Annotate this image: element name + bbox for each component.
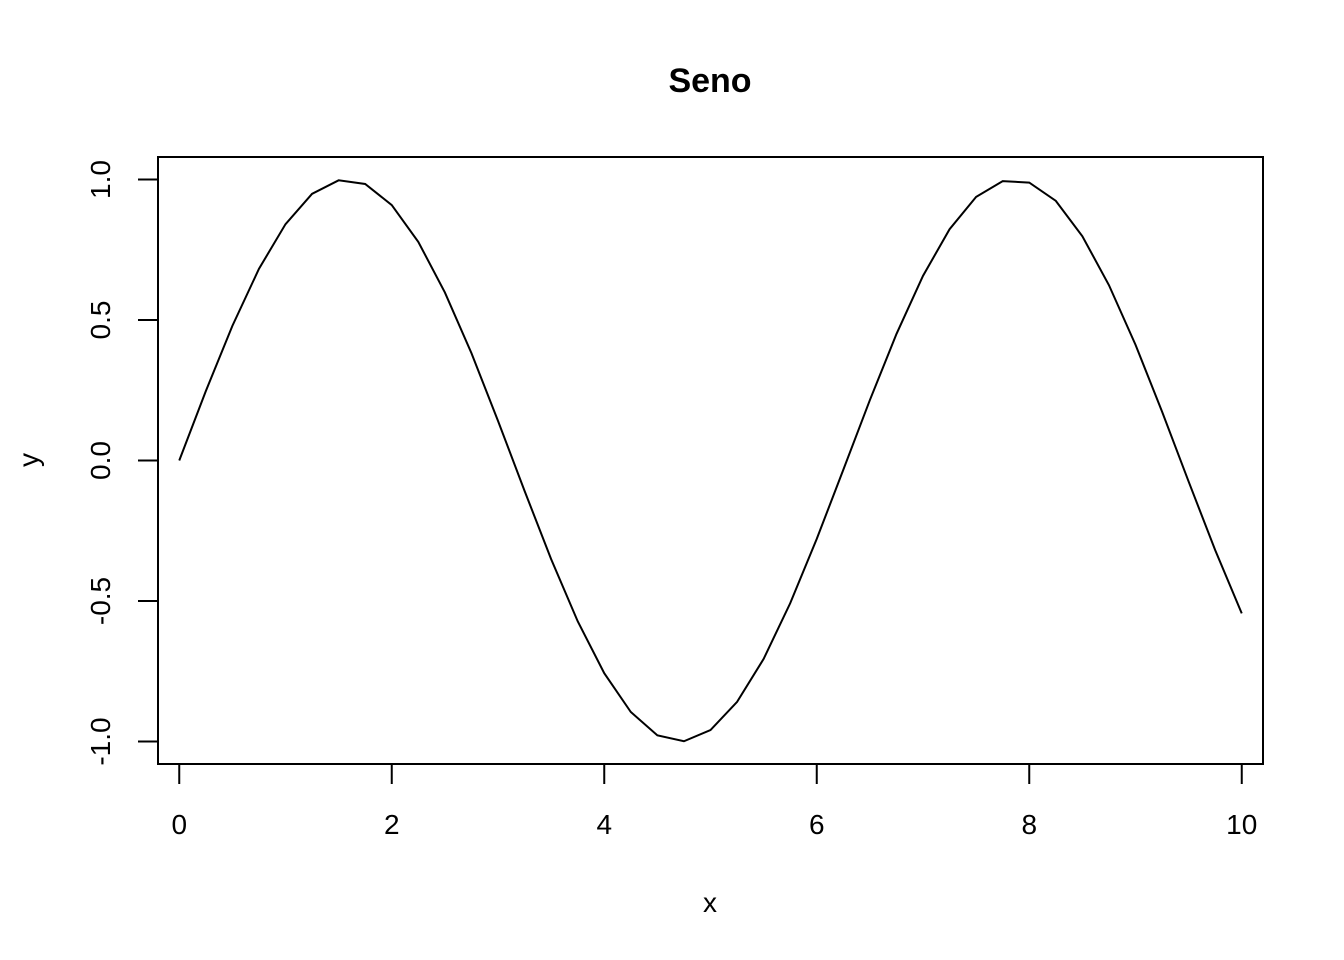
y-tick-label: 0.0 xyxy=(85,441,116,480)
plot-frame xyxy=(158,157,1263,764)
y-axis-label: y xyxy=(13,453,44,467)
chart-title: Seno xyxy=(668,62,751,100)
y-axis: -1.0 -0.5 0.0 0.5 1.0 xyxy=(85,160,158,766)
y-tick-label: 0.5 xyxy=(85,301,116,340)
sine-series-line xyxy=(179,180,1242,741)
x-axis: 0 2 4 6 8 10 xyxy=(171,764,1257,840)
x-tick-label: 10 xyxy=(1226,809,1257,840)
x-tick-label: 8 xyxy=(1021,809,1037,840)
x-tick-label: 4 xyxy=(596,809,612,840)
y-tick-label: -0.5 xyxy=(85,577,116,625)
x-axis-label: x xyxy=(703,887,717,918)
x-tick-label: 0 xyxy=(171,809,187,840)
x-tick-label: 6 xyxy=(809,809,825,840)
y-tick-label: 1.0 xyxy=(85,160,116,199)
y-tick-label: -1.0 xyxy=(85,717,116,765)
x-tick-label: 2 xyxy=(384,809,400,840)
